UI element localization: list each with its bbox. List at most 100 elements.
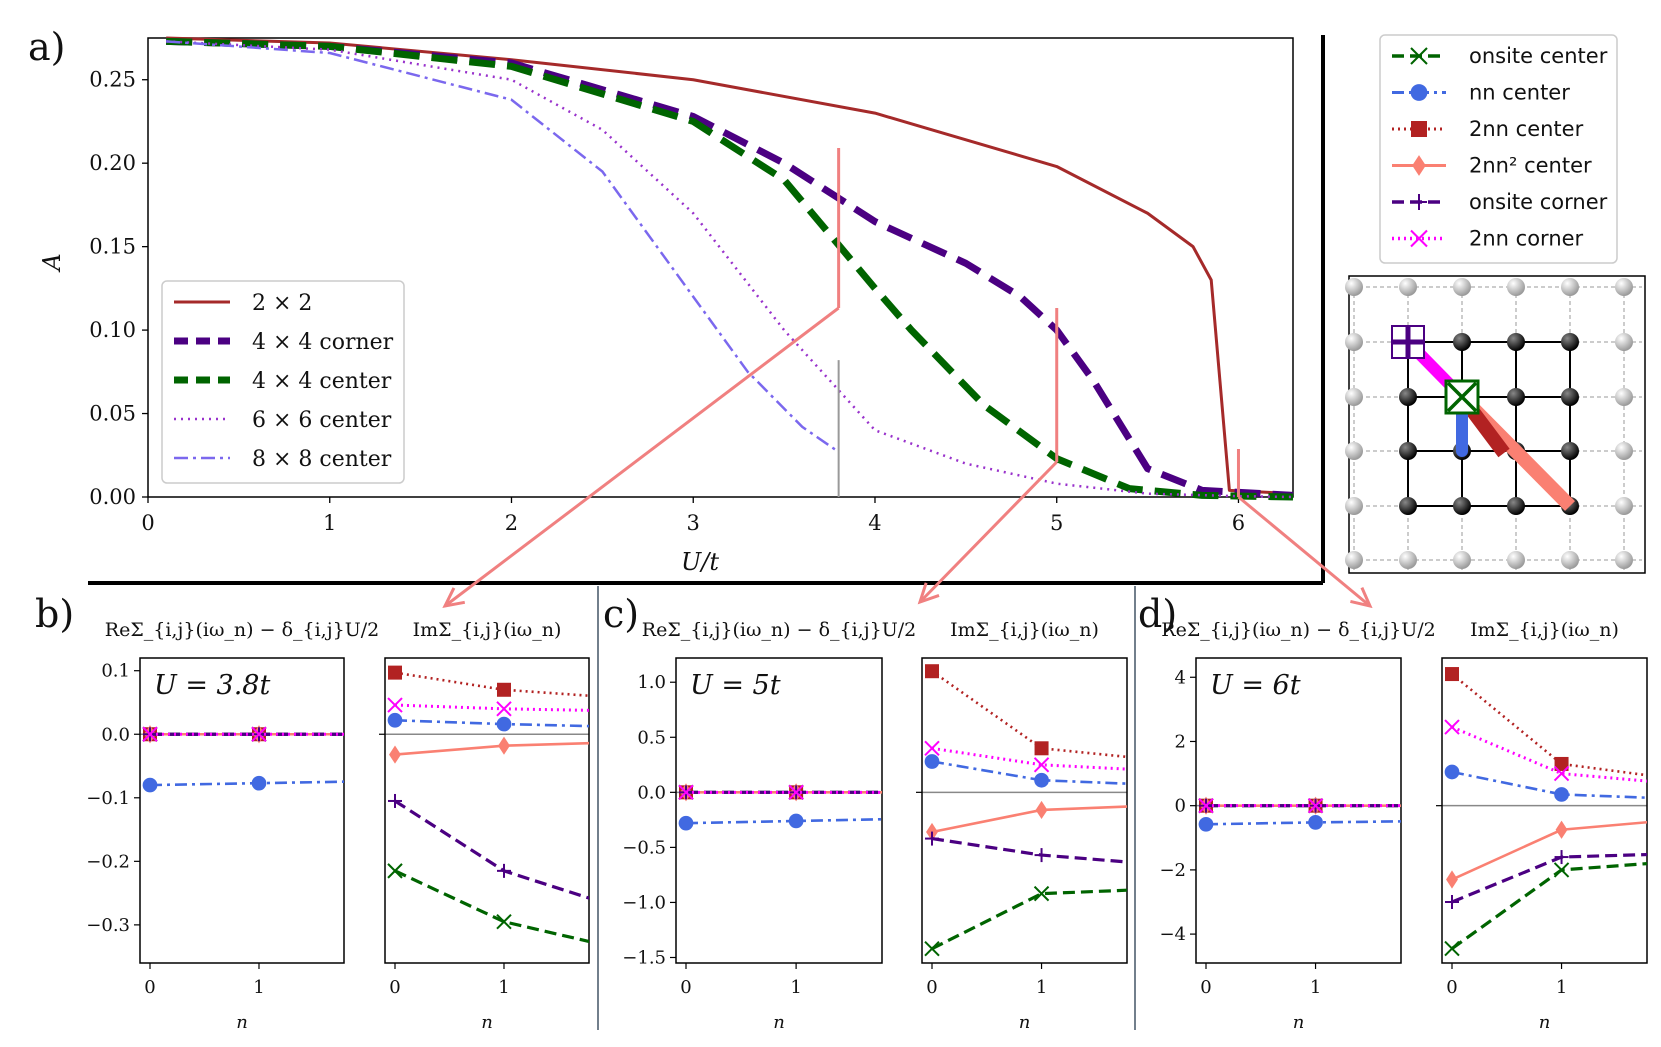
- u-annotation: U = 6t: [1210, 670, 1301, 701]
- ytick-label: 2: [1175, 731, 1186, 752]
- a-series-c8: [166, 40, 840, 453]
- point-nn_center: [496, 716, 512, 732]
- point-nn2_corner: [1033, 757, 1050, 773]
- point-nn_center: [788, 813, 804, 829]
- legend-top-label-nn2_center: 2nn center: [1469, 117, 1584, 141]
- point-onsite_center: [1033, 885, 1050, 902]
- lattice-site-filled: [1561, 388, 1579, 406]
- a-xtick-label: 6: [1232, 511, 1245, 535]
- lattice-site-empty: [1615, 278, 1633, 296]
- point-onsite_center: [1444, 940, 1460, 957]
- lattice-site-filled: [1507, 333, 1525, 351]
- ytick-label: −0.1: [86, 788, 130, 809]
- subplot-b-im: 0 1n ImΣ_{i,j}(iω_n): [379, 619, 590, 1033]
- re-title: ReΣ_{i,j}(iω_n) − δ_{i,j}U/2: [1161, 619, 1435, 641]
- im-title: ImΣ_{i,j}(iω_n): [1470, 619, 1619, 641]
- point-nn2_corner: [924, 740, 940, 756]
- ytick-label: 0.0: [101, 724, 130, 745]
- ytick-label: −4: [1159, 924, 1186, 945]
- a-xtick-label: 1: [323, 511, 336, 535]
- subplot-frame: [921, 657, 1128, 964]
- point-nn2_corner: [788, 784, 804, 801]
- lattice-site-filled: [1561, 333, 1579, 351]
- point-nn2sq_center: [1555, 820, 1568, 839]
- ytick-label: 4: [1175, 667, 1186, 688]
- legend-top-label-onsite_center: onsite center: [1469, 44, 1608, 68]
- lattice-site-empty: [1345, 497, 1363, 515]
- legend-a-label-c6: 6 × 6 center: [252, 408, 392, 433]
- a-series-c4center: [166, 37, 1294, 501]
- re-title: ReΣ_{i,j}(iω_n) − δ_{i,j}U/2: [642, 619, 916, 641]
- point-nn2_center: [388, 665, 402, 680]
- ytick-label: 0.5: [637, 727, 666, 748]
- xtick-label: 1: [253, 977, 264, 998]
- xtick-label: 1: [790, 977, 801, 998]
- u-annotation: U = 5t: [690, 670, 781, 701]
- point-nn_center: [142, 777, 158, 793]
- series-onsite_center: [931, 888, 1127, 951]
- legend-top-label-nn_center: nn center: [1469, 81, 1570, 105]
- a-yticks: 0.00 0.05 0.10 0.15 0.20 0.25: [89, 68, 148, 509]
- ytick-label: 0.1: [101, 661, 130, 682]
- lattice-site-filled: [1399, 497, 1417, 515]
- point-nn2sq_center: [498, 736, 510, 755]
- legend-top: onsite center nn center 2nn center 2nn² cen…: [1379, 34, 1618, 264]
- lattice-site-empty: [1561, 551, 1579, 569]
- point-nn_center: [251, 775, 267, 791]
- subplot-c-im: 0 1n ImΣ_{i,j}(iω_n): [916, 619, 1128, 1033]
- a-xtick-label: 5: [1050, 511, 1063, 535]
- a-xticks: 0 1 2 3 4 5 6: [141, 497, 1245, 535]
- xtick-label: 0: [144, 977, 155, 998]
- series-nn2_corner: [1451, 725, 1647, 783]
- legend-top-marker-nn2sq_center: [1412, 155, 1426, 176]
- point-nn_center: [678, 815, 694, 831]
- pointer-arrows: [442, 148, 1373, 609]
- lattice-site-filled: [1507, 388, 1525, 406]
- point-nn_center: [1444, 764, 1460, 780]
- lattice-site-empty: [1345, 551, 1363, 569]
- ytick-label: −1.5: [622, 947, 666, 968]
- legend-top-label-nn2sq_center: 2nn² center: [1469, 154, 1592, 178]
- legend-top-marker-nn_center: [1410, 84, 1428, 101]
- lattice-site-empty: [1345, 388, 1363, 406]
- legend-a-label-c4center: 4 × 4 center: [252, 369, 392, 394]
- xlabel: n: [1019, 1012, 1031, 1033]
- lattice-site-empty: [1507, 551, 1525, 569]
- ytick-label: 0: [1175, 796, 1186, 817]
- ytick-label: 0.0: [637, 782, 666, 803]
- series-onsite_center: [394, 869, 589, 944]
- a-ytick-label: 0.10: [89, 318, 136, 342]
- point-nn_center: [1198, 816, 1214, 832]
- pointer-arrow-b: [444, 306, 840, 608]
- xlabel: n: [481, 1012, 493, 1033]
- legend-top-box: [1379, 34, 1618, 264]
- lattice-site-filled: [1399, 442, 1417, 460]
- a-ytick-label: 0.05: [89, 402, 136, 426]
- point-nn_center: [1308, 815, 1323, 830]
- ytick-label: −0.2: [86, 851, 130, 872]
- lattice-site-filled: [1507, 497, 1525, 515]
- xtick-label: 0: [926, 977, 937, 998]
- point-onsite_center: [1553, 862, 1570, 878]
- point-nn2_corner: [1198, 797, 1214, 814]
- legend-top-label-nn2_corner: 2nn corner: [1469, 227, 1584, 251]
- lattice-site-filled: [1453, 333, 1471, 351]
- panel-label-c: c): [603, 592, 639, 636]
- lattice-site-empty: [1615, 388, 1633, 406]
- subplot-d-re: 0 1n 4 2 0 −2 −4 ReΣ_{i,j}(iω_n) − δ_{i,j}U/2 U …: [1159, 619, 1435, 1033]
- lattice-site-empty: [1345, 278, 1363, 296]
- a-xtick-label: 0: [141, 511, 154, 535]
- pointer-arrow-b-head: [442, 587, 466, 609]
- subplot-d-im: 0 1n ImΣ_{i,j}(iω_n): [1436, 619, 1648, 1033]
- panel-label-a: a): [28, 25, 65, 69]
- lattice-site-empty: [1615, 551, 1633, 569]
- a-ytick-label: 0.00: [89, 485, 136, 509]
- xtick-label: 0: [680, 977, 691, 998]
- point-nn_center: [387, 712, 403, 728]
- point-nn2_corner: [387, 697, 403, 713]
- xlabel: n: [236, 1012, 248, 1033]
- lattice-site-empty: [1399, 551, 1417, 569]
- xtick-label: 0: [389, 977, 400, 998]
- subplot-frame: [1441, 657, 1648, 964]
- point-nn2_center: [1034, 741, 1049, 756]
